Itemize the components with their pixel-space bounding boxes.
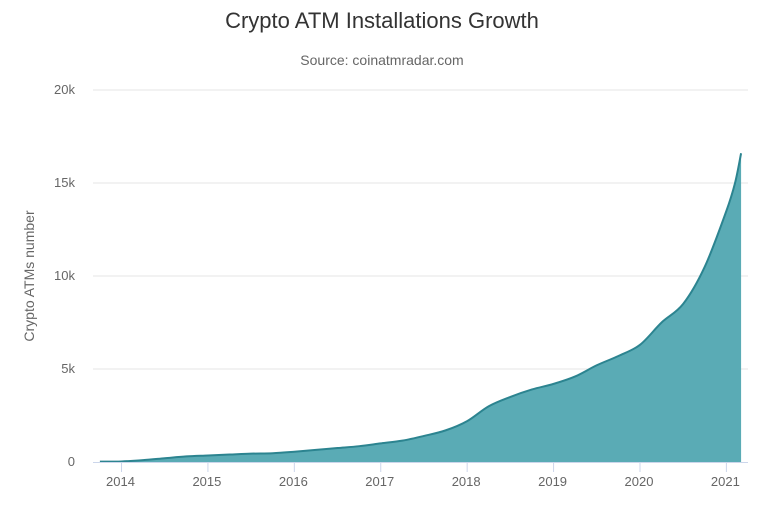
- grid-lines: [93, 89, 748, 370]
- x-tick-label: 2019: [538, 474, 567, 489]
- y-axis-title: Crypto ATMs number: [21, 210, 37, 342]
- y-tick-label: 10k: [54, 268, 75, 283]
- x-tick-label: 2015: [192, 474, 221, 489]
- y-tick-label: 5k: [61, 361, 75, 376]
- x-tick-label: 2018: [452, 474, 481, 489]
- x-tick-label: 2021: [711, 474, 740, 489]
- y-tick-label: 0: [68, 454, 75, 469]
- chart-subtitle: Source: coinatmradar.com: [300, 52, 464, 68]
- area-series-line: [99, 153, 743, 463]
- y-tick-label: 15k: [54, 175, 75, 190]
- x-tick-label: 2014: [106, 474, 135, 489]
- axes: 0 5k 10k 15k 20k 2014 2015 2016 2017 2018 2019 2020…: [54, 82, 748, 489]
- x-tick-label: 2016: [279, 474, 308, 489]
- y-tick-label: 20k: [54, 82, 75, 97]
- area-fill: [99, 153, 742, 463]
- chart-title: Crypto ATM Installations Growth: [225, 8, 539, 33]
- area-series-group: [99, 153, 743, 463]
- x-tick-label: 2020: [625, 474, 654, 489]
- x-tick-label: 2017: [365, 474, 394, 489]
